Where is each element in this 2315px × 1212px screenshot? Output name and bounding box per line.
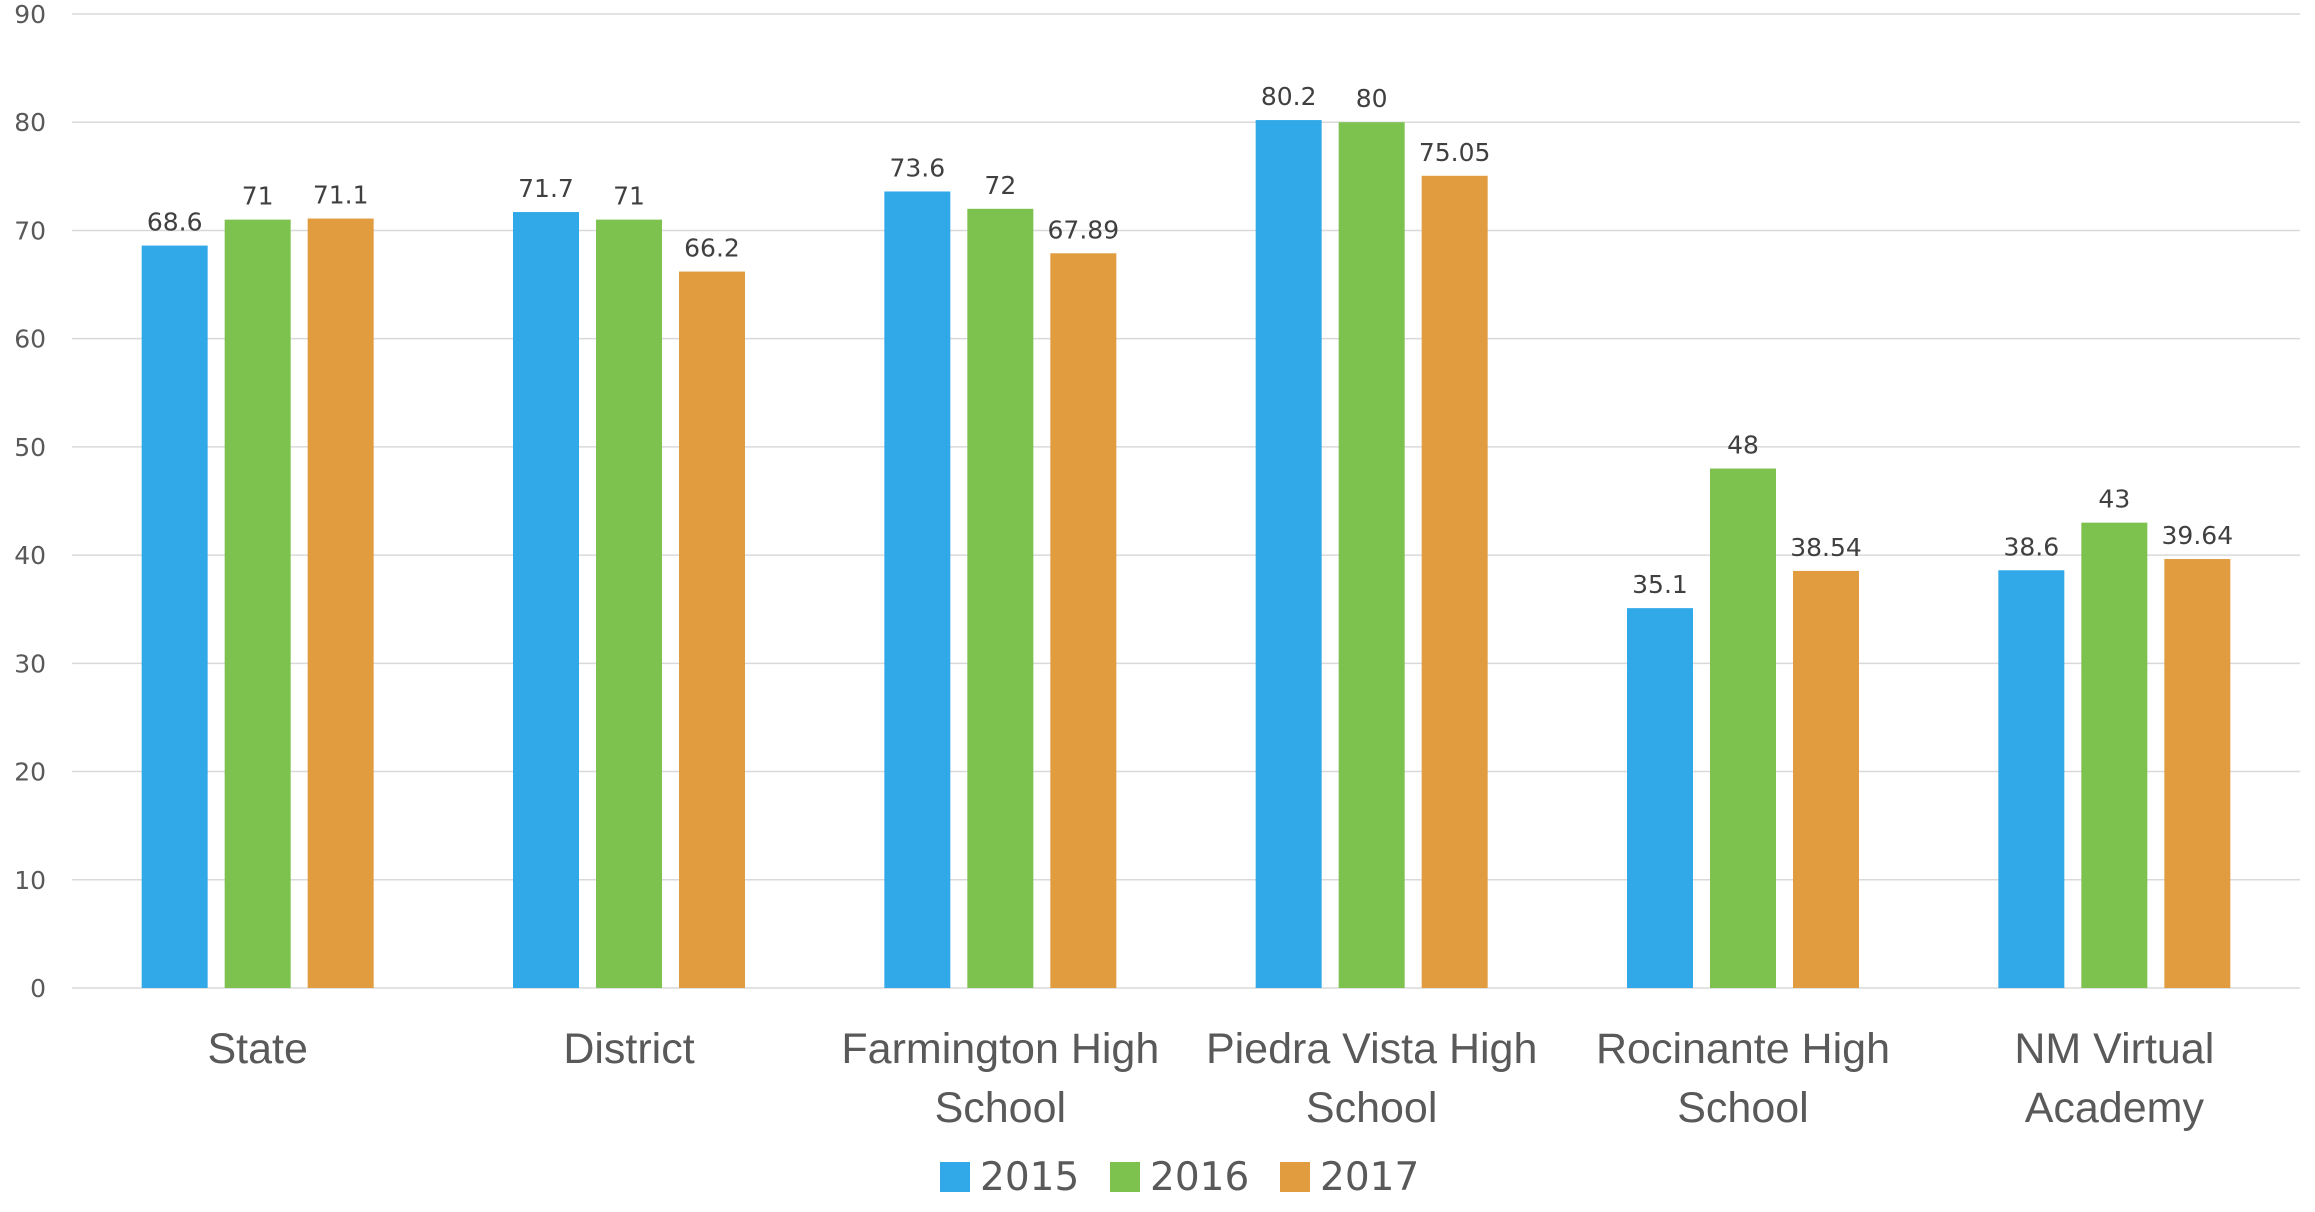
y-tick-label: 30 bbox=[14, 649, 46, 678]
bar-2017 bbox=[1050, 253, 1117, 989]
bar-2016 bbox=[2081, 522, 2148, 988]
y-tick-label: 70 bbox=[14, 216, 46, 245]
x-category-label: School bbox=[1677, 1084, 1808, 1132]
bar-2016 bbox=[1338, 122, 1405, 988]
bar-2016 bbox=[967, 208, 1034, 989]
data-label: 66.2 bbox=[684, 234, 740, 263]
data-label: 75.05 bbox=[1419, 138, 1491, 167]
x-category-label: State bbox=[207, 1025, 307, 1073]
data-label: 39.64 bbox=[2162, 521, 2234, 550]
data-label: 80 bbox=[1356, 84, 1388, 113]
y-tick-label: 60 bbox=[14, 325, 46, 354]
x-category-label: School bbox=[935, 1084, 1066, 1132]
legend-label: 2016 bbox=[1150, 1155, 1249, 1200]
x-category-label: Academy bbox=[2025, 1084, 2205, 1132]
legend-label: 2015 bbox=[980, 1155, 1079, 1200]
bar-2015 bbox=[1627, 608, 1693, 988]
bar-2015 bbox=[1998, 570, 2065, 988]
x-axis-categories: State District Farmington High School Piedra… bbox=[207, 1025, 2214, 1132]
legend-swatch-2017 bbox=[1280, 1162, 1310, 1192]
data-label: 73.6 bbox=[889, 153, 945, 182]
data-label: 68.6 bbox=[147, 208, 203, 237]
bar-2015 bbox=[141, 245, 208, 988]
legend-swatch-2016 bbox=[1110, 1162, 1140, 1192]
x-category-label: Piedra Vista High bbox=[1206, 1025, 1537, 1073]
data-label: 48 bbox=[1727, 431, 1759, 460]
bar-2017 bbox=[2164, 559, 2231, 988]
data-labels: 68.6 71 71.1 71.7 71 66.2 73.6 72 67.89 80.2 80 75.… bbox=[147, 82, 2233, 599]
bar-2017 bbox=[307, 218, 374, 989]
bar-2016 bbox=[596, 219, 662, 989]
y-tick-label: 80 bbox=[14, 108, 46, 137]
y-axis-ticks: 0 10 20 30 40 50 60 70 80 90 bbox=[14, 0, 46, 1003]
y-tick-label: 0 bbox=[30, 974, 46, 1003]
bars bbox=[141, 120, 2231, 989]
data-label: 71 bbox=[613, 182, 645, 211]
bar-2016 bbox=[1710, 468, 1776, 988]
data-label: 71 bbox=[242, 182, 274, 211]
bar-2017 bbox=[1793, 570, 1859, 988]
bar-2015 bbox=[1255, 120, 1322, 988]
y-tick-label: 10 bbox=[14, 866, 46, 895]
x-category-label: NM Virtual bbox=[2014, 1025, 2214, 1073]
y-tick-label: 50 bbox=[14, 433, 46, 462]
bar-2015 bbox=[884, 191, 951, 989]
data-label: 71.1 bbox=[313, 181, 369, 210]
y-tick-label: 20 bbox=[14, 758, 46, 787]
data-label: 38.6 bbox=[2003, 532, 2059, 561]
y-tick-label: 40 bbox=[14, 541, 46, 570]
legend-swatch-2015 bbox=[940, 1162, 970, 1192]
x-category-label: District bbox=[563, 1025, 694, 1073]
data-label: 80.2 bbox=[1261, 82, 1317, 111]
data-label: 43 bbox=[2098, 485, 2130, 514]
y-tick-label: 90 bbox=[14, 0, 46, 29]
bar-2017 bbox=[679, 271, 745, 989]
data-label: 38.54 bbox=[1790, 533, 1862, 562]
legend-label: 2017 bbox=[1320, 1155, 1419, 1200]
gridlines bbox=[72, 13, 2300, 989]
data-label: 35.1 bbox=[1632, 570, 1688, 599]
x-category-label: Rocinante High bbox=[1596, 1025, 1890, 1073]
x-category-label: Farmington High bbox=[841, 1025, 1159, 1073]
legend: 2015 2016 2017 bbox=[940, 1155, 1419, 1200]
x-category-label: School bbox=[1306, 1084, 1437, 1132]
data-label: 72 bbox=[984, 171, 1016, 200]
bar-2015 bbox=[513, 212, 579, 989]
data-label: 67.89 bbox=[1048, 215, 1120, 244]
data-label: 71.7 bbox=[518, 174, 574, 203]
bar-2017 bbox=[1421, 175, 1488, 988]
bar-2016 bbox=[224, 219, 291, 989]
